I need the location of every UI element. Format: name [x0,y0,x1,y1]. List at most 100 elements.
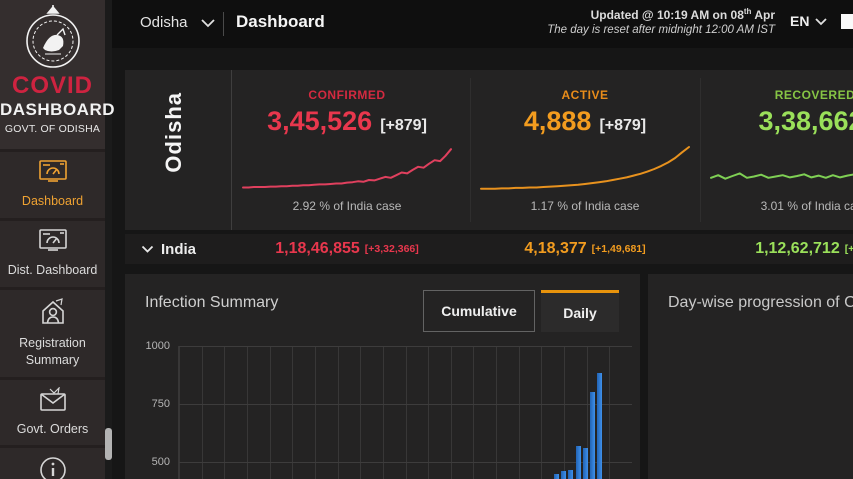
gridline-vertical [609,346,611,479]
updated-timestamp: Updated @ 10:19 AM on 08th Apr [590,7,775,22]
odisha-state-emblem-logo [25,5,80,68]
bar [575,445,581,479]
confirmed-value: 3,45,526 [267,106,373,136]
sidebar-item-important[interactable]: Important [0,448,105,479]
gridline-vertical [496,346,498,479]
gridline-vertical [224,346,226,479]
gridline-vertical [541,346,543,479]
india-recovered-delta: [+1,81 [844,243,853,255]
state-column: Odisha [125,70,232,230]
confirmed-percent: 2.92 % of India case [292,199,402,213]
chevron-down-icon[interactable] [141,245,154,253]
brand-covid: COVID [11,72,93,99]
gridline-vertical [360,346,362,479]
confirmed-label: CONFIRMED [308,88,386,102]
chevron-down-icon[interactable] [814,17,828,26]
brand-dashboard: DASHBOARD [0,100,115,119]
active-label: ACTIVE [561,88,609,102]
gridline-vertical [473,346,475,479]
india-active-delta: [+1,49,681] [591,243,646,255]
confirmed-card: CONFIRMED 3,45,526 [+879] 2.92 % of Indi… [232,70,462,230]
sidebar-item-registration-summary[interactable]: Registration Summary [0,289,105,380]
daily-bar-chart [178,346,632,479]
state-stats-panel: Odisha CONFIRMED 3,45,526 [+879] 2.92 % … [125,70,853,230]
daywise-panel: Day-wise progression of CO [648,274,853,479]
bar [568,470,574,479]
district-dashboard-icon [38,229,67,251]
info-icon [39,457,66,479]
gridline-vertical [179,346,180,479]
gridline-vertical [586,346,588,479]
bar [590,392,595,479]
active-card: ACTIVE 4,888 [+879] 1.17 % of India case [470,70,700,230]
dashboard-icon [38,160,67,182]
recovered-percent: 3.01 % of India case [760,199,853,213]
confirmed-sparkline [242,148,452,189]
bar [554,473,559,479]
recovered-sparkline [710,172,853,180]
orders-icon [39,385,66,411]
india-recovered-cell: 1,12,62,712 [+1,81 [700,234,853,264]
gridline-vertical [405,346,407,479]
sidebar-item-dist-dashboard[interactable]: Dist. Dashboard [0,220,105,290]
india-confirmed-delta: [+3,32,366] [364,243,419,255]
brand-subtitle: GOVT. OF ODISHA [4,123,101,135]
active-percent: 1.17 % of India case [530,199,640,213]
sidebar-item-label: Dist. Dashboard [7,262,98,277]
daywise-title: Day-wise progression of CO [668,294,853,311]
gridline-vertical [450,346,452,479]
card-divider [470,78,471,222]
sidebar-item-label: Dashboard [21,194,84,208]
sidebar-item-dashboard[interactable]: Dashboard [0,152,105,221]
gridline-vertical [292,346,294,479]
flag-square-white[interactable] [841,13,853,29]
gridline-horizontal [179,404,632,405]
infection-summary-title: Infection Summary [145,294,279,311]
india-label: India [161,240,197,258]
bar [561,471,567,479]
sparkline-path [480,146,690,190]
india-summary-row[interactable]: India 1,18,46,855 [+3,32,366] 4,18,377 [… [125,234,853,264]
recovered-value: 3,38,662 [758,106,853,136]
chevron-down-icon[interactable] [200,18,216,28]
gridline-horizontal [179,346,632,347]
tab-cumulative[interactable]: Cumulative [423,290,535,332]
tab-daily[interactable]: Daily [541,290,619,332]
active-delta: [+879] [599,117,647,134]
gridline-vertical [518,346,520,479]
gridline-vertical [269,346,271,479]
sidebar-item-label: Registration Summary [19,335,86,367]
sparkline-path [242,148,452,189]
gridline-vertical [382,346,384,479]
india-confirmed-value: 1,18,46,855 [275,240,360,257]
language-label[interactable]: EN [790,13,810,29]
y-tick-label: 1000 [145,340,170,352]
sidebar-nav: Dashboard Dist. Dashboard Registration S… [0,149,105,479]
sparkline-path [710,172,853,180]
sidebar-item-govt-orders[interactable]: Govt. Orders [0,379,105,449]
india-recovered-value: 1,12,62,712 [755,240,840,257]
sidebar-scrollbar-thumb[interactable] [105,428,112,460]
bar [597,372,603,479]
india-active-cell: 4,18,377 [+1,49,681] [470,234,700,264]
reset-note: The day is reset after midnight 12:00 AM… [547,24,775,36]
topbar-divider [223,12,224,36]
active-sparkline [480,146,690,190]
region-selector[interactable]: Odisha [140,14,188,31]
brand-block: COVID DASHBOARD GOVT. OF ODISHA [0,0,115,135]
confirmed-delta: [+879] [380,117,427,134]
registration-icon [41,297,64,324]
topbar: Odisha Dashboard Updated @ 10:19 AM on 0… [112,0,853,48]
sidebar-scrollbar-track[interactable] [105,0,112,479]
infection-summary-panel: Infection Summary Cumulative Daily 500 75… [125,274,640,479]
gridline-vertical [428,346,430,479]
sidebar-item-label: Govt. Orders [16,421,89,436]
gridline-vertical [201,346,203,479]
y-tick-label: 500 [151,456,170,468]
card-divider [700,78,701,222]
active-value: 4,888 [523,106,592,136]
page-title: Dashboard [236,12,325,31]
language-switcher[interactable]: EN [790,13,853,29]
recovered-card: RECOVERED 3,38,662 3.01 % of India case [700,70,853,230]
india-active-value: 4,18,377 [524,240,587,257]
